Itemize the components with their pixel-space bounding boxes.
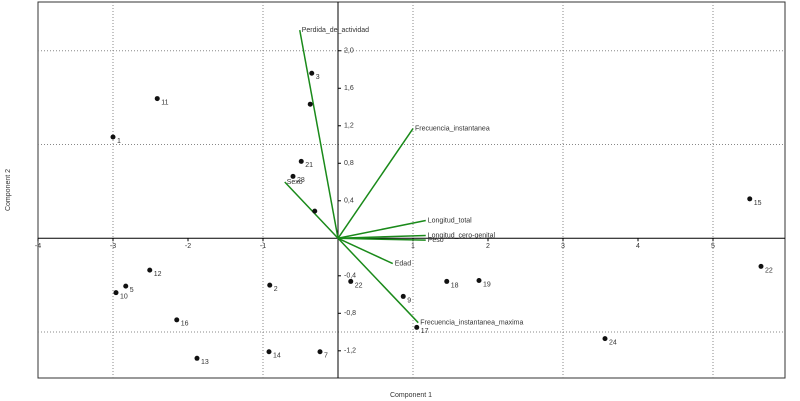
point: [194, 355, 200, 361]
loading-vector: [337, 237, 394, 265]
point-label: 9: [407, 297, 411, 304]
y-tick-label: 0,8: [344, 160, 354, 167]
point-label: 16: [181, 321, 189, 328]
point: [476, 277, 482, 283]
x-tick-label: -3: [110, 243, 116, 250]
point: [602, 336, 608, 342]
point: [444, 278, 450, 284]
point-label: 3: [316, 74, 320, 81]
x-axis-label: Component 1: [390, 392, 432, 399]
vector-label: Peso: [428, 237, 444, 244]
x-tick-label: 5: [711, 243, 715, 250]
point-label: 17: [421, 328, 429, 335]
point-label: 10: [120, 294, 128, 301]
y-tick-label: 1,2: [344, 123, 354, 130]
loading-vector: [337, 219, 426, 240]
point: [110, 134, 116, 140]
x-tick-label: 2: [486, 243, 490, 250]
vector-label: Longitud_total: [428, 217, 472, 224]
point: [317, 349, 323, 355]
point-label: 24: [609, 339, 617, 346]
point: [147, 267, 153, 273]
point-label: 5: [130, 287, 134, 294]
point: [309, 70, 315, 76]
y-tick-label: -0,4: [344, 273, 356, 280]
x-tick-label: -2: [185, 243, 191, 250]
loading-vector: [337, 234, 426, 240]
vector-label: Frecuencia_instantanea: [415, 125, 490, 132]
x-tick-label: 3: [561, 243, 565, 250]
y-tick-label: -1,2: [344, 348, 356, 355]
point: [348, 278, 354, 284]
point-label: 19: [483, 281, 491, 288]
point-label: 13: [201, 359, 209, 366]
point-label: 11: [161, 99, 168, 106]
x-tick-label: -4: [35, 243, 41, 250]
x-tick-label: 1: [411, 243, 415, 250]
loading-vector: [337, 237, 419, 324]
point: [747, 196, 753, 202]
point: [123, 283, 129, 289]
point-label: 7: [324, 353, 328, 360]
vector-label: Edad: [395, 260, 411, 267]
vector-label: Frecuencia_instantanea_maxima: [420, 320, 523, 327]
point-label: 15: [754, 200, 762, 207]
point-label: 22: [355, 282, 363, 289]
point: [174, 317, 180, 323]
point: [312, 208, 318, 214]
point: [307, 101, 313, 107]
point-label: 12: [154, 271, 162, 278]
loading-vector: [337, 128, 414, 239]
point: [758, 263, 764, 269]
y-tick-label: 2,0: [344, 48, 354, 55]
point: [154, 96, 160, 102]
point: [266, 349, 272, 355]
point-label: 2: [274, 286, 278, 293]
y-tick-label: 0,4: [344, 198, 354, 205]
point: [400, 293, 406, 299]
plot-frame: [37, 1, 786, 379]
loading-vector: [299, 29, 339, 239]
y-tick-label: -0,8: [344, 310, 356, 317]
x-tick-label: 4: [636, 243, 640, 250]
point-label: 14: [273, 353, 281, 360]
x-tick-label: -1: [260, 243, 266, 250]
point-label: 18: [451, 282, 459, 289]
point: [113, 290, 119, 296]
vector-label: Perdida_de_actividad: [302, 27, 369, 34]
loading-vector: [337, 237, 426, 241]
vector-label: Longitud_cero-genital: [428, 232, 496, 239]
loading-vector: [284, 181, 339, 239]
point-label: 22: [765, 267, 773, 274]
point-label: 28: [297, 177, 305, 184]
y-tick-label: 1,6: [344, 85, 354, 92]
point-label: 21: [305, 162, 313, 169]
y-axis-label: Component 2: [5, 169, 12, 211]
point: [290, 173, 296, 179]
vector-label: Sexo: [287, 179, 303, 186]
point-label: 1: [117, 138, 121, 145]
point: [267, 282, 273, 288]
point: [298, 158, 304, 164]
point: [414, 324, 420, 330]
